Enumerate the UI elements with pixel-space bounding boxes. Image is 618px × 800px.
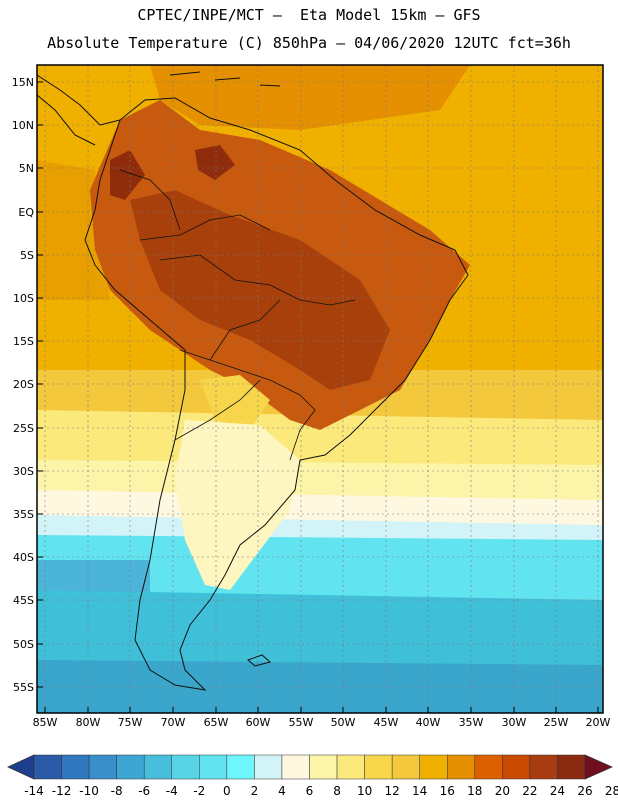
temperature-field — [37, 65, 603, 713]
colorbar-swatch — [447, 754, 476, 780]
colorbar-swatch — [336, 754, 365, 780]
blue-far-south — [37, 660, 603, 713]
graticule — [37, 65, 603, 713]
colorbar-label: 26 — [577, 784, 592, 798]
colorbar-swatch — [557, 754, 586, 780]
title-line-1: CPTEC/INPE/MCT – Eta Model 15km – GFS — [137, 6, 481, 24]
central-america-coastline — [37, 74, 121, 146]
colorbar-swatch — [309, 754, 338, 780]
colorbar-swatch — [502, 754, 531, 780]
latitude-labels: 15N 10N 5N EQ 5S 10S 15S 20S 25S 30S 35S 40S 45S 50S 5… — [12, 76, 43, 694]
lon-label-30w: 30W — [502, 716, 527, 729]
lat-label-40s: 40S — [13, 551, 34, 564]
colorbar-swatch — [254, 754, 283, 780]
colorbar-swatch — [88, 754, 117, 780]
colorbar-swatch — [171, 754, 200, 780]
lon-label-35w: 35W — [459, 716, 484, 729]
colorbar-label: 18 — [467, 784, 482, 798]
argentina-pale — [175, 420, 300, 590]
lon-label-25w: 25W — [544, 716, 569, 729]
lon-label-75w: 75W — [118, 716, 143, 729]
lat-label-35s: 35S — [13, 508, 34, 521]
colorbar-label: 20 — [495, 784, 510, 798]
colorbar-label: -2 — [193, 784, 205, 798]
colorbar-swatch — [61, 754, 90, 780]
lon-label-55w: 55W — [289, 716, 314, 729]
south-america-coastline — [84, 97, 469, 691]
colorbar-swatch — [199, 754, 228, 780]
lat-label-15s: 15S — [13, 335, 34, 348]
colorbar-label: 4 — [278, 784, 286, 798]
colorbar-arrow-high — [584, 754, 613, 780]
colorbar-label: 22 — [522, 784, 537, 798]
colorbar-swatch — [529, 754, 558, 780]
colorbar-swatch — [143, 754, 172, 780]
colorbar-swatch — [33, 754, 62, 780]
colorbar-swatch — [474, 754, 503, 780]
lat-label-25s: 25S — [13, 422, 34, 435]
lon-label-40w: 40W — [416, 716, 441, 729]
colorbar-label: 24 — [550, 784, 565, 798]
colorbar-label: 10 — [357, 784, 372, 798]
colorbar-swatch — [364, 754, 393, 780]
colorbar-label: 6 — [306, 784, 314, 798]
colorbar-label: -10 — [79, 784, 99, 798]
amazon-core — [130, 190, 390, 390]
lon-label-60w: 60W — [246, 716, 271, 729]
lon-label-65w: 65W — [204, 716, 229, 729]
longitude-labels: 85W 80W 75W 70W 65W 60W 55W 50W 45W 40W 35W 30W 25W 2… — [33, 707, 611, 729]
colorbar-label: -12 — [52, 784, 72, 798]
colorbar-swatch — [226, 754, 255, 780]
lat-label-15n: 15N — [12, 76, 34, 89]
andes-peaks — [110, 145, 235, 200]
map-frame — [36, 64, 604, 714]
lat-label-55s: 55S — [13, 681, 34, 694]
lat-label-5s: 5S — [20, 249, 34, 262]
colorbar-label: -6 — [138, 784, 150, 798]
lat-label-eq: EQ — [18, 206, 34, 219]
colorbar-label: 2 — [251, 784, 259, 798]
lat-label-10n: 10N — [12, 119, 34, 132]
lat-label-45s: 45S — [13, 594, 34, 607]
lon-label-85w: 85W — [33, 716, 58, 729]
colorbar-label: -8 — [111, 784, 123, 798]
colorbar-label: 14 — [412, 784, 427, 798]
colorbar-swatch — [116, 754, 145, 780]
colorbar-arrow-low — [7, 754, 35, 780]
lon-label-70w: 70W — [161, 716, 186, 729]
lon-label-80w: 80W — [76, 716, 101, 729]
lat-label-5n: 5N — [19, 162, 34, 175]
lat-label-20s: 20S — [13, 378, 34, 391]
lat-label-30s: 30S — [13, 465, 34, 478]
colorbar-label: 0 — [223, 784, 231, 798]
lat-label-50s: 50S — [13, 638, 34, 651]
lon-label-45w: 45W — [374, 716, 399, 729]
colorbar: -14 -12 -10 -8 -6 -4 -2 0 2 4 6 8 10 12 14 16 18 20 22 24 26… — [7, 754, 618, 798]
colorbar-label: 12 — [385, 784, 400, 798]
colorbar-swatch — [419, 754, 448, 780]
title-line-2: Absolute Temperature (C) 850hPa – 04/06/… — [47, 34, 571, 52]
lon-label-20w: 20W — [586, 716, 611, 729]
coastlines — [37, 71, 469, 691]
falklands — [247, 654, 272, 667]
colorbar-label: 28 — [605, 784, 618, 798]
colorbar-swatch — [281, 754, 310, 780]
colorbar-label: -4 — [166, 784, 178, 798]
cyan-band — [37, 535, 603, 600]
chaco-warm — [200, 375, 270, 430]
caribbean-warm — [150, 65, 470, 130]
colorbar-swatch — [391, 754, 420, 780]
lon-label-50w: 50W — [331, 716, 356, 729]
country-borders — [119, 169, 356, 461]
colorbar-label: 16 — [440, 784, 455, 798]
lat-label-10s: 10S — [13, 292, 34, 305]
colorbar-label: -14 — [24, 784, 44, 798]
caribbean-islands — [169, 71, 281, 87]
colorbar-label: 8 — [333, 784, 341, 798]
